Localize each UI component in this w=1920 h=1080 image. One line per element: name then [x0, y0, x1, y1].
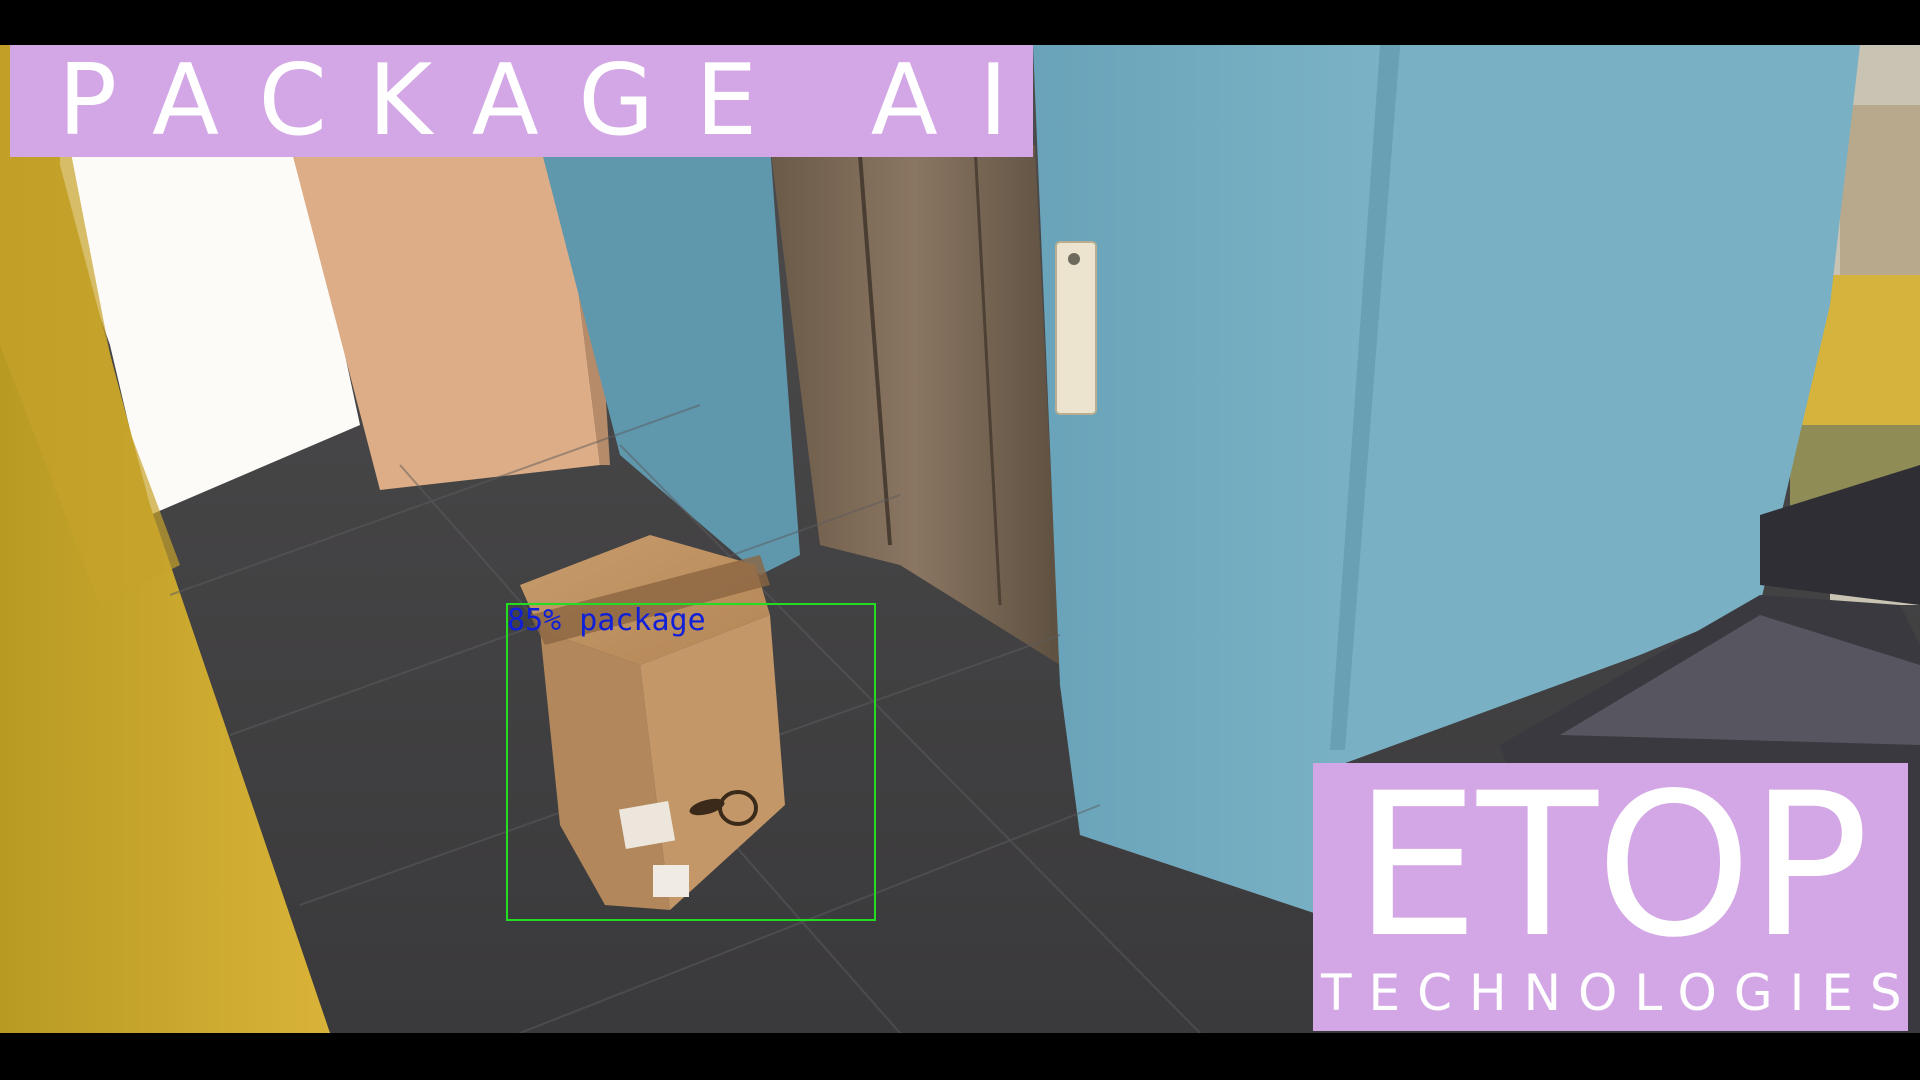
title-text: PACKAGE AI: [58, 44, 1049, 158]
detection-bounding-box: [506, 603, 876, 921]
logo-sub-text: TECHNOLOGIES: [1321, 964, 1908, 1022]
logo-main-text: ETOP: [1353, 763, 1869, 981]
hallway-camera-feed: [0, 45, 1920, 1033]
title-banner: PACKAGE AI: [10, 45, 1033, 157]
company-logo: ETOP TECHNOLOGIES: [1313, 763, 1908, 1031]
detection-label: 85% package: [507, 603, 706, 638]
